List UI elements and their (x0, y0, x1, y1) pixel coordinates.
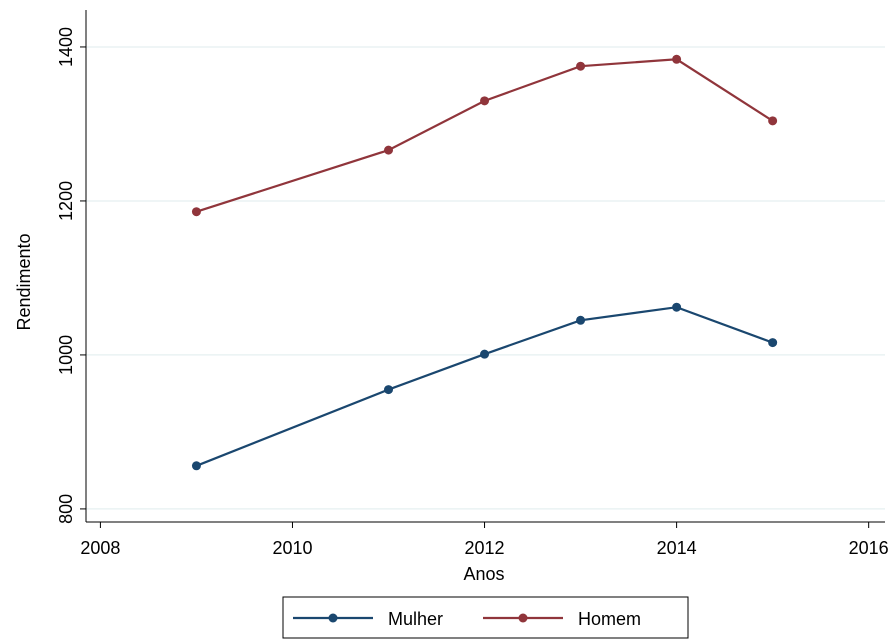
data-point (191, 461, 201, 471)
x-tick-label: 2014 (657, 538, 697, 558)
y-tick-label: 1000 (56, 335, 76, 375)
y-tick-label: 1200 (56, 181, 76, 221)
x-tick-label: 2010 (272, 538, 312, 558)
y-axis-title: Rendimento (14, 233, 34, 330)
x-tick-label: 2008 (80, 538, 120, 558)
data-point (384, 145, 394, 155)
legend-marker (518, 613, 528, 623)
x-tick-label: 2012 (465, 538, 505, 558)
data-point (480, 96, 490, 106)
x-axis-title: Anos (463, 564, 504, 584)
x-tick-label: 2016 (849, 538, 889, 558)
data-point (768, 116, 778, 126)
legend-label: Mulher (388, 609, 443, 629)
data-point (672, 302, 682, 312)
data-point (576, 315, 586, 325)
legend-label: Homem (578, 609, 641, 629)
legend-marker (328, 613, 338, 623)
y-tick-label: 1400 (56, 27, 76, 67)
data-point (384, 385, 394, 395)
data-point (576, 61, 586, 71)
data-point (672, 54, 682, 64)
data-point (191, 207, 201, 217)
data-point (480, 349, 490, 359)
series-line (196, 58, 774, 213)
y-tick-label: 800 (56, 494, 76, 524)
series-line (196, 306, 774, 467)
data-point (768, 338, 778, 348)
